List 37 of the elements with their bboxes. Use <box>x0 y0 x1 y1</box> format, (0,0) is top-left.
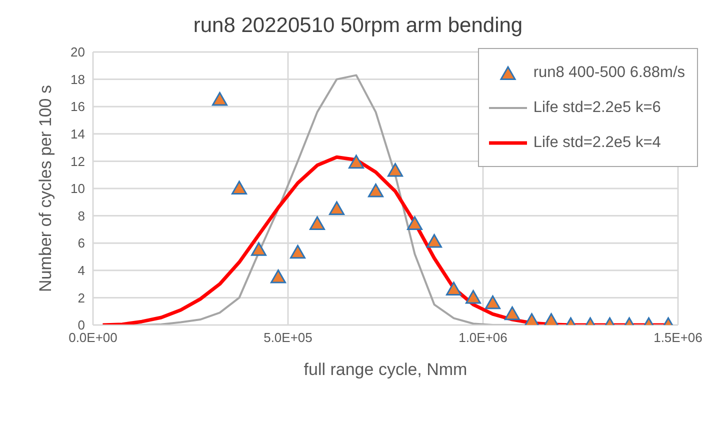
y-tick-label: 18 <box>70 72 85 87</box>
point <box>310 216 325 230</box>
point <box>270 269 286 284</box>
y-tick-label: 0 <box>78 318 85 333</box>
point <box>388 163 403 177</box>
point <box>426 234 442 248</box>
point <box>466 290 481 304</box>
point <box>329 201 344 215</box>
y-tick-label: 6 <box>78 236 85 251</box>
x-tick-label: 1.5E+06 <box>654 330 702 346</box>
point <box>485 295 500 310</box>
y-tick-label: 10 <box>70 181 85 196</box>
point <box>290 244 306 259</box>
chart-title: run8 20220510 50rpm arm bending <box>192 14 524 38</box>
point <box>504 306 520 320</box>
point <box>348 154 364 169</box>
y-tick-label: 14 <box>70 126 85 142</box>
y-axis-title: Number of cycles per 100 s <box>36 85 56 292</box>
y-tick-label: 4 <box>78 263 85 278</box>
point <box>446 282 462 296</box>
point <box>368 183 384 198</box>
x-tick-label: 1.0E+06 <box>458 330 508 346</box>
x-axis-title: full range cycle, Nmm <box>304 360 468 379</box>
legend-label: run8 400-500 6.88m/s <box>533 64 685 82</box>
legend-label: Life std=2.2e5 k=6 <box>533 98 661 116</box>
point <box>212 92 228 106</box>
y-tick-label: 2 <box>78 290 85 306</box>
x-tick-label: 0.0E+00 <box>68 330 118 346</box>
point <box>251 242 266 256</box>
y-tick-label: 12 <box>70 154 85 169</box>
x-tick-label: 5.0E+05 <box>264 330 312 346</box>
y-tick-label: 16 <box>70 99 85 114</box>
y-tick-label: 8 <box>78 208 85 224</box>
legend-label: Life std=2.2e5 k=4 <box>533 134 661 152</box>
point <box>232 180 247 194</box>
point <box>407 216 422 230</box>
y-tick-label: 20 <box>70 44 85 60</box>
